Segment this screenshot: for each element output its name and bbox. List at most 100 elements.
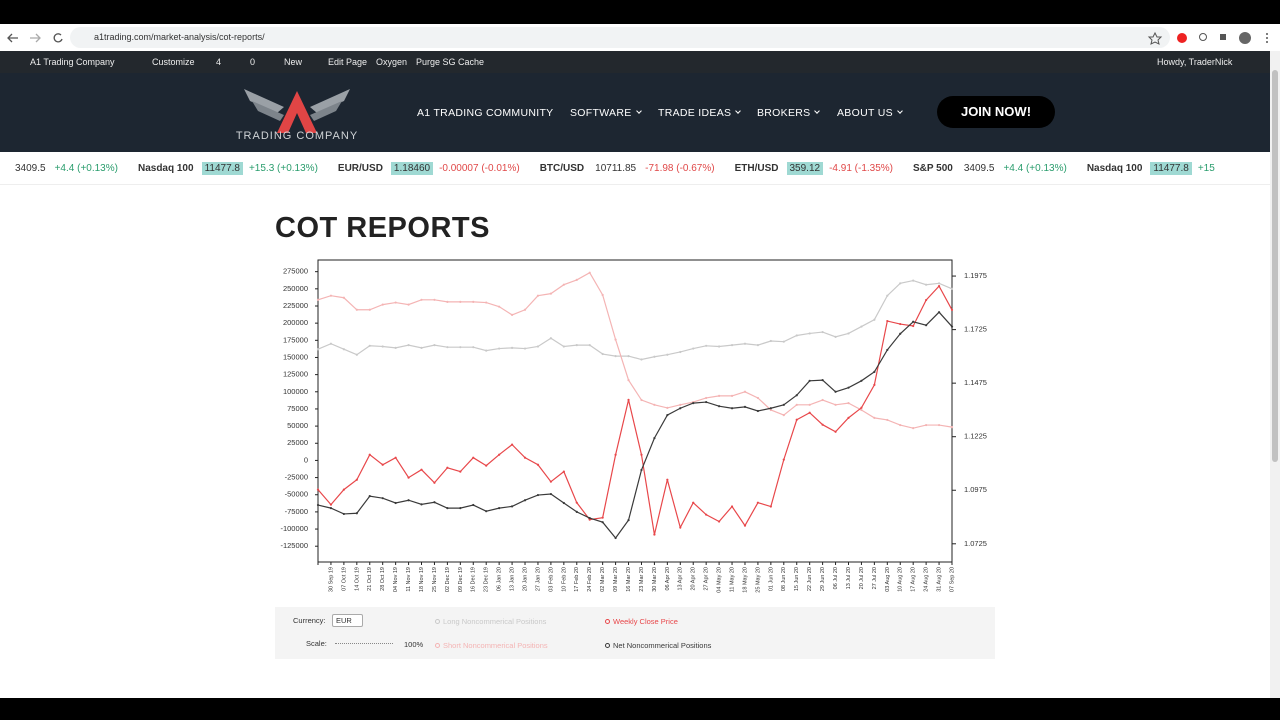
ticker-item: BTC/USD 10711.85 -71.98 (-0.67%): [540, 163, 715, 174]
y-tick-label: 225000: [283, 301, 308, 310]
admin-bar-item[interactable]: 4: [216, 57, 222, 67]
x-tick-label: 22 Jun 20: [807, 567, 813, 591]
data-point: [886, 418, 889, 422]
legend-entry[interactable]: Long Noncommerical Positions: [435, 617, 546, 626]
x-tick-label: 11 Nov 19: [406, 567, 412, 592]
join-button[interactable]: JOIN NOW!: [937, 96, 1055, 128]
data-point: [562, 470, 565, 473]
data-point: [718, 394, 721, 397]
data-point: [472, 456, 475, 459]
x-tick-label: 31 Aug 20: [937, 567, 943, 592]
data-point: [912, 324, 915, 328]
ticker-change: -71.98 (-0.67%): [645, 162, 715, 174]
nav-item[interactable]: TRADE IDEAS: [658, 107, 742, 119]
admin-bar-item[interactable]: Oxygen: [376, 57, 408, 67]
letterbox-top: [0, 0, 1280, 24]
x-tick-label: 13 Jan 20: [510, 567, 516, 591]
data-point: [627, 354, 630, 358]
data-point: [886, 348, 889, 352]
data-point: [355, 308, 358, 311]
scale-slider[interactable]: [335, 643, 393, 644]
data-point: [730, 407, 734, 410]
data-point: [937, 423, 941, 427]
data-point: [329, 503, 333, 506]
data-point: [743, 405, 747, 408]
ticker-change: +15: [1197, 162, 1215, 174]
currency-select[interactable]: EUR: [332, 614, 363, 627]
x-tick-label: 30 Mar 20: [652, 567, 658, 592]
nav-item[interactable]: SOFTWARE: [570, 107, 642, 119]
data-point: [795, 394, 798, 397]
ticker-change: +15.3 (+0.13%): [248, 162, 318, 174]
y2-tick-label: 1.1725: [964, 325, 987, 334]
data-point: [420, 298, 423, 301]
nav-chevron: [814, 108, 821, 114]
data-point: [860, 325, 863, 328]
data-point: [692, 501, 695, 504]
nav-label: BROKERS: [757, 107, 811, 119]
admin-bar-item[interactable]: Customize: [152, 57, 195, 67]
data-point: [588, 271, 591, 274]
admin-bar-item[interactable]: 0: [250, 57, 256, 67]
y2-tick-label: 1.1475: [964, 378, 987, 387]
legend-entry[interactable]: Short Noncommerical Positions: [435, 641, 548, 650]
data-point: [769, 339, 772, 343]
nav-item[interactable]: ABOUT US: [837, 107, 903, 119]
admin-greeting[interactable]: Howdy, TraderNick: [1157, 57, 1233, 67]
scale-label: Scale:: [306, 639, 327, 648]
data-point: [860, 408, 863, 412]
data-point: [847, 416, 850, 419]
x-tick-label: 16 Mar 20: [626, 567, 632, 592]
x-tick-label: 27 Jan 20: [535, 567, 541, 591]
address-bar[interactable]: [70, 27, 1170, 48]
data-point: [873, 416, 876, 419]
ticker-price: 10711.85: [595, 162, 637, 174]
ticker-price: 3409.5: [15, 162, 46, 174]
x-tick-label: 09 Dec 19: [458, 567, 464, 592]
series-line: [317, 279, 953, 361]
data-point: [795, 418, 798, 421]
data-point: [743, 342, 747, 345]
data-point: [381, 345, 384, 348]
data-point: [575, 510, 578, 513]
data-point: [329, 342, 333, 345]
ticker-item: Nasdaq 100 11477.8 +15.3 (+0.13%): [137, 161, 318, 175]
ticker-name: Nasdaq 100: [137, 162, 194, 174]
data-point: [640, 398, 643, 402]
data-point: [575, 501, 578, 504]
x-tick-label: 10 Feb 20: [561, 567, 567, 592]
data-point: [756, 344, 760, 347]
data-point: [536, 294, 540, 297]
x-tick-label: 28 Oct 19: [380, 567, 386, 591]
data-point: [769, 505, 772, 508]
nav-item[interactable]: A1 TRADING COMMUNITY: [417, 107, 553, 119]
admin-bar-item[interactable]: Edit Page: [328, 57, 368, 67]
data-point: [834, 390, 837, 393]
ticker-name: S&P 500: [913, 162, 953, 174]
legend-entry[interactable]: Net Noncommerical Positions: [605, 641, 711, 650]
data-point: [769, 407, 772, 410]
admin-bar-item[interactable]: New: [284, 57, 303, 67]
series-line: [317, 285, 953, 535]
scrollbar-thumb[interactable]: [1272, 70, 1278, 462]
ticker-change: +4.4 (+0.13%): [54, 162, 118, 174]
nav-item[interactable]: BROKERS: [757, 107, 821, 119]
data-point: [342, 488, 345, 491]
data-point: [368, 308, 371, 311]
admin-bar-item[interactable]: Purge SG Cache: [416, 57, 485, 67]
x-tick-label: 13 Jul 20: [846, 567, 852, 589]
nav-label: A1 TRADING COMMUNITY: [417, 107, 554, 119]
data-point: [381, 463, 384, 466]
data-point: [743, 390, 747, 393]
y-tick-label: -25000: [285, 473, 308, 482]
data-point: [446, 466, 449, 469]
browser-bar: a1trading.com/market-analysis/cot-report…: [0, 24, 1280, 52]
y-tick-label: 50000: [287, 421, 308, 430]
x-tick-label: 02 Dec 19: [445, 567, 451, 592]
admin-bar-item[interactable]: A1 Trading Company: [30, 57, 115, 67]
data-point: [498, 507, 501, 510]
data-point: [627, 379, 630, 382]
data-point: [472, 300, 475, 303]
legend-entry[interactable]: Weekly Close Price: [605, 617, 678, 626]
